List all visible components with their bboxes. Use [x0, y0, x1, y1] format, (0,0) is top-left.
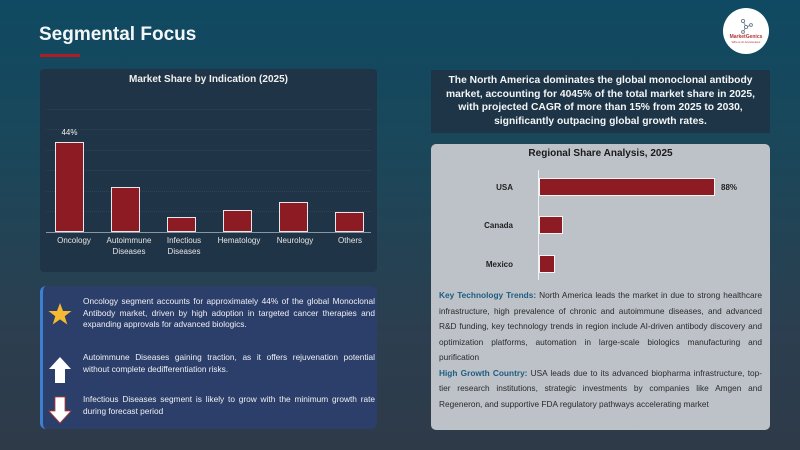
logo-brand: MarketGenics [729, 34, 763, 40]
key-tech-text: North America leads the market in due to… [439, 290, 762, 362]
row-value: 88% [721, 183, 738, 192]
bar-chart-plot: 44% [46, 109, 371, 233]
company-logo: MarketGenics Where AI Accelerates [723, 8, 769, 54]
x-label-hematology: Hematology [217, 236, 261, 245]
star-icon [48, 303, 72, 325]
bar-value-label: 44% [61, 128, 78, 137]
y-axis [538, 170, 539, 280]
logo-tagline: Where AI Accelerates [731, 40, 761, 44]
bar-neurology [270, 109, 324, 232]
network-nodes-icon [740, 18, 753, 34]
insights-card: Oncology segment accounts for approximat… [40, 286, 377, 429]
regional-share-card: Regional Share Analysis, 2025 USA 88% Ca… [431, 144, 770, 430]
insight-text: Autoimmune Diseases gaining traction, as… [83, 352, 375, 374]
arrow-up-icon [49, 357, 71, 383]
x-label-infectious: Infectious Diseases [166, 236, 202, 256]
chart-title: Market Share by Indication (2025) [129, 74, 288, 85]
x-label-oncology: Oncology [57, 236, 91, 245]
bar-row-canada: Canada [431, 216, 770, 236]
row-label: Mexico [485, 260, 513, 269]
row-label: USA [496, 183, 513, 192]
title-underline [40, 54, 80, 57]
arrow-down-icon [48, 396, 72, 424]
high-growth-text: USA leads due to its advanced biopharma … [439, 367, 762, 409]
x-label-others: Others [337, 236, 362, 245]
insight-text: Oncology segment accounts for approximat… [83, 296, 375, 329]
page-title: Segmental Focus [39, 24, 197, 45]
bar-row-usa: USA 88% [431, 178, 770, 198]
x-label-autoimmune: Autoimmune Diseases [106, 236, 152, 256]
bar-infectious [158, 109, 212, 232]
row-label: Canada [484, 221, 513, 230]
bar-oncology: 44% [46, 109, 100, 232]
north-america-summary: The North America dominates the global m… [431, 70, 770, 133]
regional-insights-text: Key Technology Trends: North America lea… [439, 288, 762, 412]
bar-others [326, 109, 380, 232]
bar-autoimmune [102, 109, 156, 232]
x-label-neurology: Neurology [276, 236, 314, 245]
indication-chart-card: Market Share by Indication (2025) 44% On… [40, 69, 377, 272]
bar-row-mexico: Mexico [431, 255, 770, 275]
key-tech-label: Key Technology Trends: [439, 290, 537, 300]
x-axis [46, 232, 371, 233]
insight-text: Infectious Diseases segment is likely to… [83, 394, 375, 416]
high-growth-label: High Growth Country: [439, 367, 528, 378]
chart-title: Regional Share Analysis, 2025 [528, 148, 673, 159]
bar-hematology [214, 109, 268, 232]
